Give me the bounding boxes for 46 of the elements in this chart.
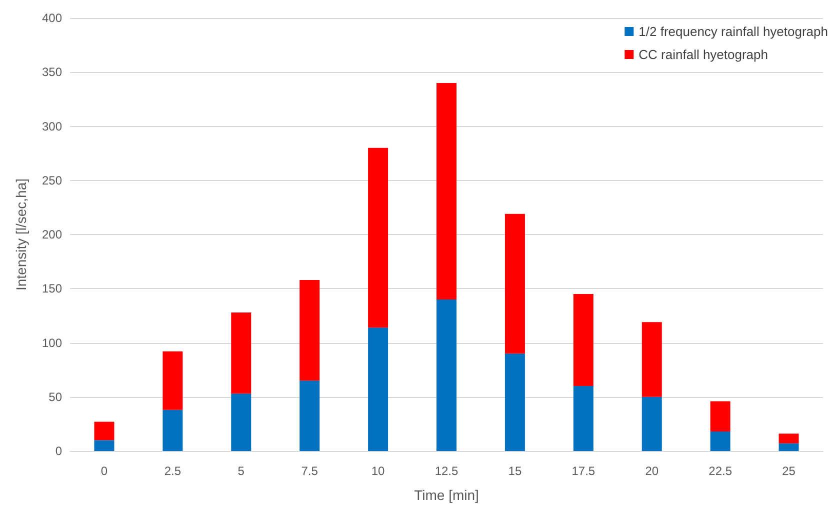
y-tick-label: 300 — [42, 119, 62, 134]
bar — [162, 410, 183, 451]
x-tick-label: 15 — [508, 464, 522, 478]
bar — [642, 396, 662, 451]
x-tick-label: 2.5 — [164, 464, 182, 478]
y-tick-label: 150 — [42, 282, 62, 296]
bar — [573, 386, 594, 451]
x-axis-title: Time [min] — [414, 487, 479, 503]
legend-label: CC rainfall hyetograph — [638, 47, 768, 62]
bar — [436, 82, 456, 300]
bar — [94, 422, 114, 440]
bar — [436, 299, 456, 451]
y-tick-label: 0 — [55, 444, 62, 458]
bar — [504, 214, 525, 354]
bar — [710, 432, 730, 451]
x-tick-label: 20 — [645, 464, 659, 478]
x-tick-label: 7.5 — [301, 464, 318, 478]
bar — [231, 312, 252, 394]
x-tick-label: 17.5 — [572, 464, 596, 478]
x-tick-label: 25 — [782, 464, 796, 478]
bar — [642, 322, 662, 397]
bar — [94, 440, 114, 451]
bar — [162, 351, 183, 410]
y-tick-label: 100 — [42, 336, 62, 350]
bar — [778, 434, 799, 444]
bar — [368, 148, 388, 328]
bar — [300, 380, 320, 451]
y-tick-label: 350 — [42, 65, 62, 80]
bar — [504, 354, 525, 451]
bar — [300, 280, 320, 381]
x-tick-label: 22.5 — [708, 464, 732, 478]
bar — [573, 294, 594, 386]
y-tick-label: 50 — [48, 390, 62, 404]
bar — [778, 443, 799, 451]
bar — [368, 328, 388, 451]
bar — [231, 394, 252, 451]
bar — [710, 401, 730, 432]
x-tick-label: 0 — [100, 464, 108, 478]
y-tick-label: 400 — [42, 11, 62, 25]
x-tick-label: 5 — [238, 464, 245, 478]
y-tick-label: 200 — [42, 228, 62, 242]
y-tick-label: 250 — [42, 173, 62, 188]
legend-label: 1/2 frequency rainfall hyetograph — [638, 24, 828, 39]
x-tick-label: 10 — [371, 464, 386, 478]
y-axis-title: Intensity [l/sec,ha] — [13, 178, 29, 291]
x-tick-label: 12.5 — [434, 464, 458, 478]
